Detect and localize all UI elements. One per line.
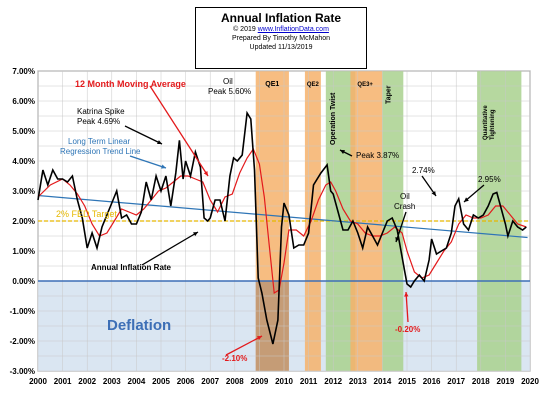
series-line-annual-inflation bbox=[37, 110, 527, 345]
series-line-moving-average bbox=[37, 147, 527, 295]
chart-subtitle-author: Prepared By Timothy McMahon bbox=[231, 35, 331, 42]
region-label-taper: Taper bbox=[385, 85, 392, 104]
x-tick-label: 2018 bbox=[472, 377, 490, 386]
y-tick-label: 0.00% bbox=[12, 277, 35, 286]
annotation-min-020: -0.20% bbox=[395, 325, 420, 334]
y-tick-label: -1.00% bbox=[10, 307, 35, 316]
arrow-295-head bbox=[464, 197, 469, 202]
x-tick-label: 2008 bbox=[226, 377, 244, 386]
x-tick-label: 2010 bbox=[275, 377, 293, 386]
arrow-katrina-head bbox=[157, 140, 162, 144]
arrow-moving-average bbox=[149, 85, 209, 177]
annotation-oil-crash-1: Oil bbox=[400, 192, 410, 201]
arrow-min-210-head bbox=[257, 336, 262, 341]
annotation-katrina-1: Katrina Spike bbox=[77, 107, 125, 116]
x-tick-label: 2006 bbox=[177, 377, 195, 386]
x-tick-label: 2000 bbox=[29, 377, 47, 386]
x-tick-label: 2009 bbox=[251, 377, 269, 386]
y-tick-label: 6.00% bbox=[12, 97, 35, 106]
x-tick-label: 2012 bbox=[324, 377, 342, 386]
annotation-peak-387: Peak 3.87% bbox=[356, 151, 399, 160]
x-tick-label: 2013 bbox=[349, 377, 367, 386]
x-tick-label: 2004 bbox=[128, 377, 146, 386]
x-tick-label: 2016 bbox=[423, 377, 441, 386]
region-label-qe2: QE2 bbox=[307, 82, 320, 88]
chart-title: Annual Inflation Rate bbox=[221, 11, 341, 25]
title-box: Annual Inflation Rate © 2019 www.Inflati… bbox=[195, 7, 367, 69]
y-tick-label: 1.00% bbox=[12, 247, 35, 256]
region-label-operation-twist: Operation Twist bbox=[330, 92, 337, 145]
annotation-trend-2: Regression Trend Line bbox=[60, 147, 141, 156]
annotation-274: 2.74% bbox=[412, 166, 435, 175]
arrow-katrina bbox=[124, 125, 163, 145]
fed-target-label: 2% FED Target bbox=[56, 209, 117, 219]
annotation-moving-average-label: 12 Month Moving Average bbox=[75, 79, 186, 89]
x-tick-label: 2003 bbox=[103, 377, 121, 386]
annotation-295: 2.95% bbox=[478, 175, 501, 184]
x-tick-label: 2017 bbox=[447, 377, 465, 386]
arrow-trend-line-head bbox=[161, 164, 166, 169]
annotation-min-210: -2.10% bbox=[222, 354, 247, 363]
annotation-oil-peak-1: Oil bbox=[223, 77, 233, 86]
chart-subtitle-copyright: © 2019 www.InflationData.com bbox=[196, 25, 366, 34]
arrow-inflation-label-head bbox=[193, 232, 198, 237]
annotation-oil-peak-2: Peak 5.60% bbox=[208, 87, 251, 96]
x-tick-label: 2015 bbox=[398, 377, 416, 386]
annotation-inflation-label: Annual Inflation Rate bbox=[91, 263, 172, 272]
y-tick-label: 2.00% bbox=[12, 217, 35, 226]
x-tick-label: 2001 bbox=[54, 377, 72, 386]
arrow-oil-crash-head bbox=[395, 237, 400, 242]
copyright-text: © 2019 bbox=[233, 26, 258, 33]
x-tick-label: 2019 bbox=[497, 377, 515, 386]
x-tick-label: 2002 bbox=[78, 377, 96, 386]
annotation-oil-crash-2: Crash bbox=[394, 202, 415, 211]
arrow-inflation-label bbox=[141, 231, 199, 266]
deflation-label: Deflation bbox=[107, 317, 171, 334]
y-tick-label: 5.00% bbox=[12, 127, 35, 136]
y-tick-label: -3.00% bbox=[10, 367, 35, 376]
annotation-trend-1: Long Term Linear bbox=[68, 137, 130, 146]
arrow-peak-387-head bbox=[340, 150, 345, 154]
x-tick-label: 2011 bbox=[300, 377, 318, 386]
y-tick-label: 3.00% bbox=[12, 187, 35, 196]
x-tick-label: 2014 bbox=[374, 377, 392, 386]
y-tick-label: 4.00% bbox=[12, 157, 35, 166]
website-link[interactable]: www.InflationData.com bbox=[257, 26, 329, 33]
arrow-min-210 bbox=[225, 335, 263, 356]
region-label-qt-2: Tightening bbox=[490, 109, 496, 140]
y-tick-label: -2.00% bbox=[10, 337, 35, 346]
annotation-katrina-2: Peak 4.69% bbox=[77, 117, 120, 126]
region-label-qe3: QE3+ bbox=[357, 82, 373, 88]
x-tick-label: 2005 bbox=[152, 377, 170, 386]
arrow-min-020 bbox=[405, 291, 409, 323]
x-tick-label: 2007 bbox=[201, 377, 219, 386]
y-tick-label: 7.00% bbox=[12, 67, 35, 76]
arrow-oil-crash bbox=[395, 211, 407, 243]
region-label-qe1: QE1 bbox=[265, 81, 279, 88]
chart-subtitle-updated: Updated 11/13/2019 bbox=[249, 44, 313, 51]
region-label-qt-1: Quantitative bbox=[483, 105, 489, 140]
arrow-min-020-head bbox=[404, 292, 409, 297]
arrow-274-head bbox=[431, 191, 436, 196]
arrow-moving-average-head bbox=[203, 171, 208, 176]
arrow-trend-line bbox=[129, 155, 167, 169]
x-tick-label: 2020 bbox=[521, 377, 539, 386]
